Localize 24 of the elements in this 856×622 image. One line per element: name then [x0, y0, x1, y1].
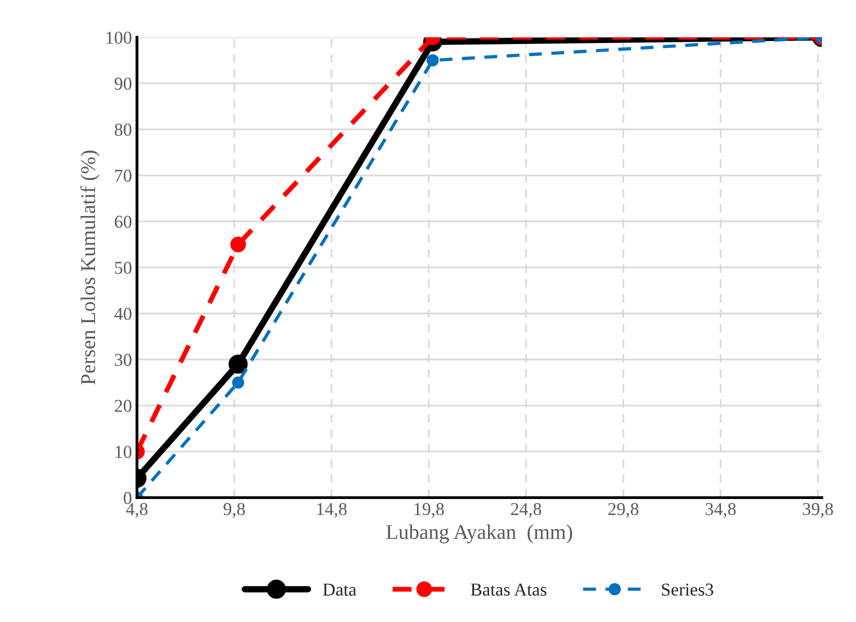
- x-axis-title: Lubang Ayakan (mm): [386, 524, 572, 544]
- x-tick-label: 19,8: [414, 502, 444, 518]
- x-tick-label: 29,8: [608, 502, 638, 518]
- y-tick-label: 20: [114, 400, 132, 412]
- legend-label: Data: [322, 584, 356, 596]
- y-tick-label: 60: [114, 216, 132, 228]
- y-tick-label: 40: [114, 308, 132, 320]
- legend-label: Series3: [662, 584, 714, 596]
- y-tick-label: 10: [116, 446, 132, 458]
- y-tick-label: 70: [115, 170, 132, 182]
- y-tick-label: 80: [114, 124, 132, 136]
- y-tick-label: 50: [115, 262, 132, 274]
- x-tick-label: 4,8: [126, 502, 148, 518]
- x-tick-label: 9,8: [224, 502, 245, 518]
- y-tick-label: 0: [124, 492, 132, 504]
- y-tick-label: 30: [114, 354, 132, 366]
- legend-label: Batas Atas: [470, 584, 546, 596]
- x-tick-label: 39,8: [802, 502, 833, 518]
- x-tick-label: 34,8: [706, 502, 736, 518]
- y-axis-title: Persen Lolos Kumulatif (%): [80, 150, 100, 385]
- x-tick-label: 14,8: [317, 502, 347, 518]
- y-tick-label: 90: [114, 78, 132, 90]
- y-tick-label: 100: [106, 32, 132, 44]
- x-tick-label: 24,8: [511, 502, 542, 518]
